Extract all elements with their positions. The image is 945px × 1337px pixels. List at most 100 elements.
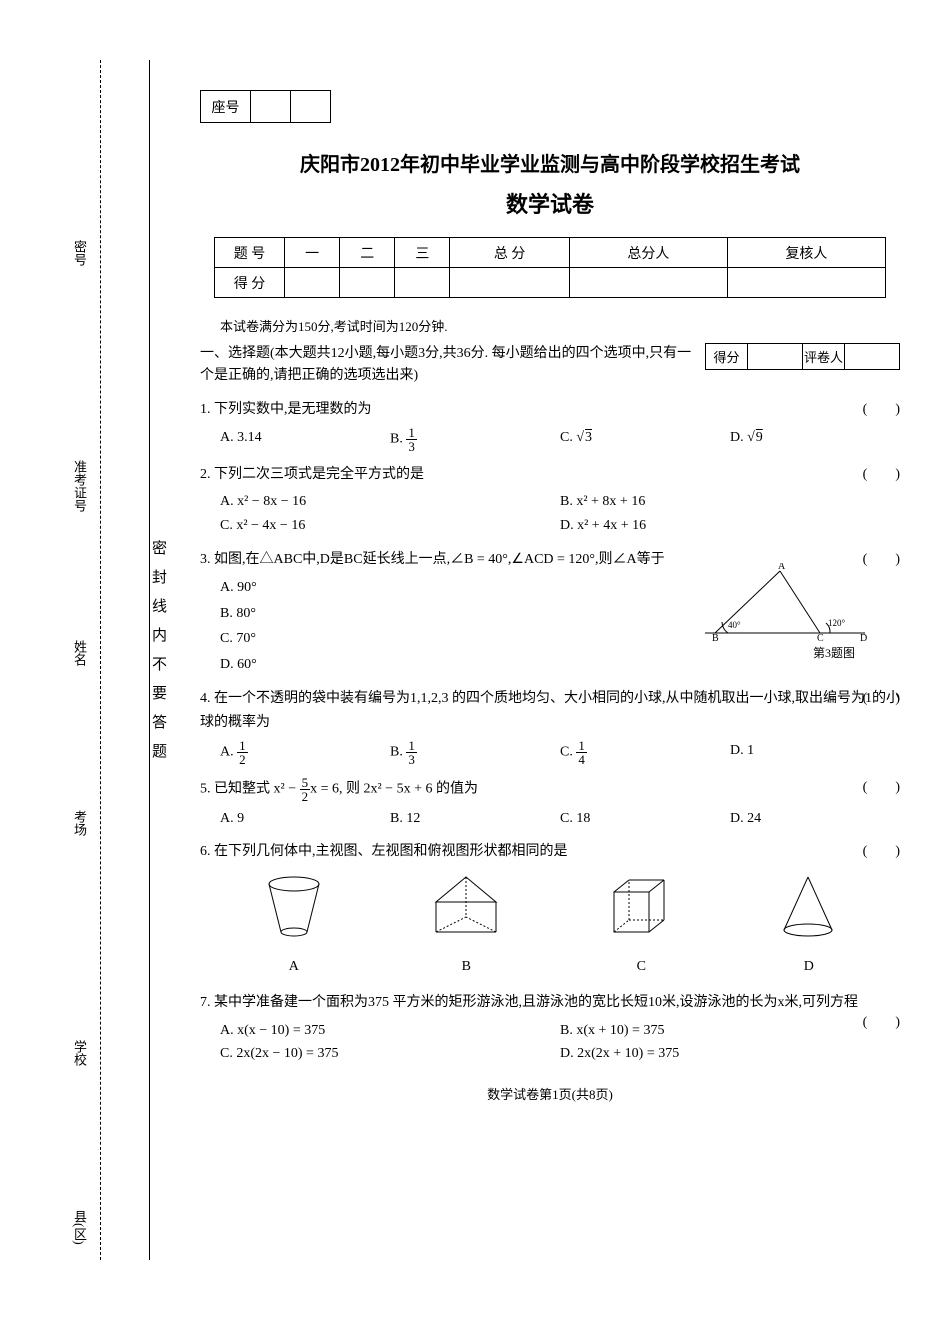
score-cell <box>727 268 885 298</box>
score-cell: 二 <box>340 238 395 268</box>
shape-b-label: B <box>426 955 506 979</box>
question-3: 3. 如图,在△ABC中,D是BC延长线上一点,∠B = 40°,∠ACD = … <box>200 548 900 677</box>
instructions: 本试卷满分为150分,考试时间为120分钟. <box>200 316 900 335</box>
score-cell <box>450 268 569 298</box>
q6-text: 6. 在下列几何体中,主视图、左视图和俯视图形状都相同的是 <box>200 844 568 859</box>
svg-text:120°: 120° <box>828 618 846 628</box>
q1-text: 1. 下列实数中,是无理数的为 <box>200 402 372 417</box>
reviewer-value <box>845 344 900 370</box>
page-content: 座号 庆阳市2012年初中毕业学业监测与高中阶段学校招生考试 数学试卷 题 号 … <box>200 90 900 1103</box>
option-d: D. x² + 4x + 16 <box>560 514 900 538</box>
page-footer: 数学试卷第1页(共8页) <box>200 1084 900 1103</box>
answer-paren: ( ) <box>863 463 900 487</box>
option-d: D. 2x(2x + 10) = 375 <box>560 1042 900 1066</box>
score-cell: 总分人 <box>569 238 727 268</box>
svg-text:C: C <box>817 633 824 643</box>
name-label: 姓名 <box>70 640 89 666</box>
option-d: D. 60° <box>220 653 900 677</box>
option-d: D. 24 <box>730 807 900 831</box>
answer-paren: ( ) <box>863 1011 900 1035</box>
score-cell <box>285 268 340 298</box>
seat-number-box: 座号 <box>200 90 331 123</box>
cup-icon <box>259 872 329 942</box>
option-d: D. √9 <box>730 426 900 453</box>
score-cell: 一 <box>285 238 340 268</box>
cone-icon <box>776 872 841 942</box>
question-7: 7. 某中学准备建一个面积为375 平方米的矩形游泳池,且游泳池的宽比长短10米… <box>200 991 900 1066</box>
figure-caption: 第3题图 <box>813 643 855 663</box>
subject-title: 数学试卷 <box>200 187 900 219</box>
reviewer-label: 评卷人 <box>803 344 845 370</box>
section-score-box: 得分 评卷人 <box>705 343 900 370</box>
svg-text:D: D <box>860 633 867 643</box>
section-1-header: 一、选择题(本大题共12小题,每小题3分,共36分. 每小题给出的四个选项中,只… <box>200 343 900 388</box>
table-row: 题 号 一 二 三 总 分 总分人 复核人 <box>215 238 886 268</box>
option-c: C. √3 <box>560 426 730 453</box>
shape-a: A <box>259 872 329 979</box>
option-a: A. 9 <box>220 807 390 831</box>
shape-a-label: A <box>259 955 329 979</box>
option-a: A. 12 <box>220 739 390 766</box>
svg-text:A: A <box>778 563 786 572</box>
seal-instruction: 密封线内不要答题 <box>148 540 169 772</box>
binding-margin: 密号 准考证号 姓名 考场 学校 县(区) 密封线内不要答题 <box>30 60 150 1260</box>
q2-text: 2. 下列二次三项式是完全平方式的是 <box>200 467 424 482</box>
question-4: 4. 在一个不透明的袋中装有编号为1,1,2,3 的四个质地均匀、大小相同的小球… <box>200 687 900 766</box>
county-label: 县(区) <box>70 1210 89 1245</box>
answer-paren: ( ) <box>863 398 900 422</box>
shape-b: B <box>426 872 506 979</box>
score-cell: 复核人 <box>727 238 885 268</box>
room-label: 考场 <box>70 810 89 836</box>
q4-text: 4. 在一个不透明的袋中装有编号为1,1,2,3 的四个质地均匀、大小相同的小球… <box>200 691 900 730</box>
option-a: A. 3.14 <box>220 426 390 453</box>
score-cell <box>569 268 727 298</box>
answer-paren: ( ) <box>863 776 900 800</box>
exam-title: 庆阳市2012年初中毕业学业监测与高中阶段学校招生考试 <box>200 148 900 177</box>
score-cell: 三 <box>395 238 450 268</box>
option-b: B. x(x + 10) = 375 <box>560 1019 900 1043</box>
option-b: B. x² + 8x + 16 <box>560 490 900 514</box>
option-c: C. 18 <box>560 807 730 831</box>
question-6: 6. 在下列几何体中,主视图、左视图和俯视图形状都相同的是 ( ) A <box>200 840 900 980</box>
admission-label: 准考证号 <box>70 460 89 512</box>
seat-label: 座号 <box>201 91 251 123</box>
option-d: D. 1 <box>730 739 900 766</box>
score-cell: 得 分 <box>215 268 285 298</box>
score-cell: 题 号 <box>215 238 285 268</box>
shape-d: D <box>776 872 841 979</box>
seat-value-2 <box>291 91 331 123</box>
shape-d-label: D <box>776 955 841 979</box>
question-2: 2. 下列二次三项式是完全平方式的是 ( ) A. x² − 8x − 16 B… <box>200 463 900 538</box>
score-table: 题 号 一 二 三 总 分 总分人 复核人 得 分 <box>214 237 886 298</box>
q5-text-mid: x = 6, 则 2x² − 5x + 6 的值为 <box>310 781 478 796</box>
question-5: 5. 已知整式 x² − 52x = 6, 则 2x² − 5x + 6 的值为… <box>200 776 900 831</box>
shape-c-label: C <box>604 955 679 979</box>
score-value <box>748 344 803 370</box>
option-b: B. 12 <box>390 807 560 831</box>
shape-c: C <box>604 872 679 979</box>
q7-text: 7. 某中学准备建一个面积为375 平方米的矩形游泳池,且游泳池的宽比长短10米… <box>200 995 858 1010</box>
option-a: A. x² − 8x − 16 <box>220 490 560 514</box>
triangle-figure-icon: B A C D 40° 120° <box>700 563 870 643</box>
score-cell: 总 分 <box>450 238 569 268</box>
school-label: 学校 <box>70 1040 89 1066</box>
option-c: C. x² − 4x − 16 <box>220 514 560 538</box>
option-c: C. 14 <box>560 739 730 766</box>
section-1-text: 一、选择题(本大题共12小题,每小题3分,共36分. 每小题给出的四个选项中,只… <box>200 343 697 388</box>
answer-paren: ( ) <box>863 840 900 864</box>
option-b: B. 13 <box>390 739 560 766</box>
score-cell <box>395 268 450 298</box>
option-c: C. 2x(2x − 10) = 375 <box>220 1042 560 1066</box>
prism-icon <box>426 872 506 942</box>
score-label: 得分 <box>706 344 748 370</box>
svg-text:B: B <box>712 633 719 643</box>
answer-paren: ( ) <box>863 687 900 711</box>
seal-line <box>100 60 101 1260</box>
question-1: 1. 下列实数中,是无理数的为 ( ) A. 3.14 B. 13 C. √3 … <box>200 398 900 453</box>
seat-value <box>251 91 291 123</box>
table-row: 得 分 <box>215 268 886 298</box>
cube-icon <box>604 872 679 942</box>
seal-label: 密号 <box>70 240 89 266</box>
q3-text: 3. 如图,在△ABC中,D是BC延长线上一点,∠B = 40°,∠ACD = … <box>200 552 665 567</box>
q5-text-pre: 5. 已知整式 x² − <box>200 781 300 796</box>
